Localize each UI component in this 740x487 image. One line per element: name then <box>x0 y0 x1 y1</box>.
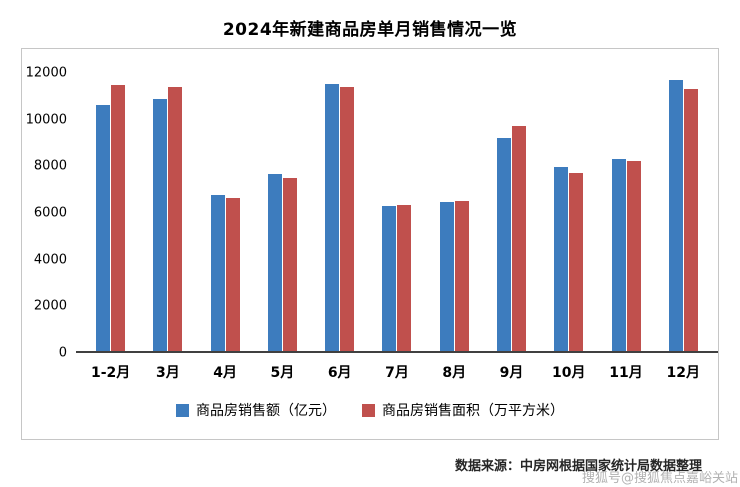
plot-row: 0 2000 4000 6000 8000 10000 12000 <box>22 67 718 360</box>
bar-sales-amount <box>382 206 397 351</box>
y-axis-tick-label: 12000 <box>25 65 67 81</box>
x-axis-label: 3月 <box>156 365 180 381</box>
bar-group <box>540 73 597 351</box>
bar-group <box>139 73 196 351</box>
x-axis-label: 4月 <box>213 365 238 381</box>
bar-group <box>483 73 540 351</box>
bar-sales-area <box>168 87 183 351</box>
y-axis-tick-label: 0 <box>58 345 67 361</box>
bar-sales-area <box>282 178 297 351</box>
bar-sales-amount <box>153 99 168 351</box>
chart-title: 2024年新建商品房单月销售情况一览 <box>222 20 518 40</box>
x-axis-label: 5月 <box>270 365 295 381</box>
legend-item: 商品房销售额（亿元） <box>176 400 336 420</box>
bar-sales-area <box>511 125 526 351</box>
bar-sales-amount <box>439 201 454 351</box>
x-axis-label: 10月 <box>552 365 586 381</box>
legend-item: 商品房销售面积（万平方米） <box>362 400 564 420</box>
y-axis-spacer <box>22 353 76 382</box>
plot-area <box>76 73 718 353</box>
bar-sales-amount <box>96 104 111 351</box>
legend-swatch-icon <box>176 403 189 417</box>
bar-group <box>655 73 712 351</box>
bar-group <box>368 73 425 351</box>
y-axis-tick-label: 2000 <box>33 298 67 314</box>
x-axis-label: 1-2月 <box>90 365 131 381</box>
bar-sales-amount <box>267 173 282 351</box>
bar-group <box>254 73 311 351</box>
bar-sales-amount <box>611 158 626 351</box>
bar-group <box>311 73 368 351</box>
legend: 商品房销售额（亿元） 商品房销售面积（万平方米） <box>22 400 718 420</box>
bar-sales-area <box>683 88 698 351</box>
bar-sales-amount <box>554 166 569 351</box>
y-axis-tick-label: 6000 <box>33 205 67 221</box>
x-axis-label: 11月 <box>609 365 643 381</box>
bar-sales-area <box>569 172 584 351</box>
bar-sales-amount <box>668 80 683 351</box>
x-axis-label: 7月 <box>385 365 409 381</box>
legend-label: 商品房销售额（亿元） <box>196 403 336 419</box>
legend-swatch-icon <box>362 403 375 417</box>
y-axis: 0 2000 4000 6000 8000 10000 12000 <box>22 67 76 360</box>
bar-group <box>82 73 139 351</box>
legend-label: 商品房销售面积（万平方米） <box>382 403 564 419</box>
bar-sales-amount <box>496 137 511 351</box>
bar-sales-area <box>225 198 240 351</box>
bar-sales-area <box>111 85 126 351</box>
bar-group <box>597 73 654 351</box>
bar-sales-area <box>626 160 641 351</box>
bar-sales-amount <box>325 83 340 351</box>
x-axis-labels: 1-2月 3月 4月 5月 6月 7月 8月 9月 10月 11月 12月 <box>76 353 718 382</box>
x-axis: 1-2月 3月 4月 5月 6月 7月 8月 9月 10月 11月 12月 <box>22 353 718 382</box>
bar-sales-amount <box>210 194 225 351</box>
x-axis-label: 6月 <box>327 365 352 381</box>
bar-group <box>197 73 254 351</box>
y-axis-tick-label: 8000 <box>33 158 67 174</box>
bar-sales-area <box>397 205 412 351</box>
bar-sales-area <box>454 200 469 351</box>
bar-group <box>426 73 483 351</box>
x-axis-label: 8月 <box>442 365 467 381</box>
y-axis-tick-label: 4000 <box>33 252 67 268</box>
data-source-text: 数据来源：中房网根据国家统计局数据整理 <box>454 459 702 474</box>
bar-sales-area <box>340 87 355 351</box>
y-axis-tick-label: 10000 <box>25 112 67 128</box>
x-axis-label: 9月 <box>499 365 524 381</box>
chart-container: 0 2000 4000 6000 8000 10000 12000 1-2月 3月 4月 5月 6月… <box>21 48 719 440</box>
x-axis-label: 12月 <box>666 365 701 381</box>
